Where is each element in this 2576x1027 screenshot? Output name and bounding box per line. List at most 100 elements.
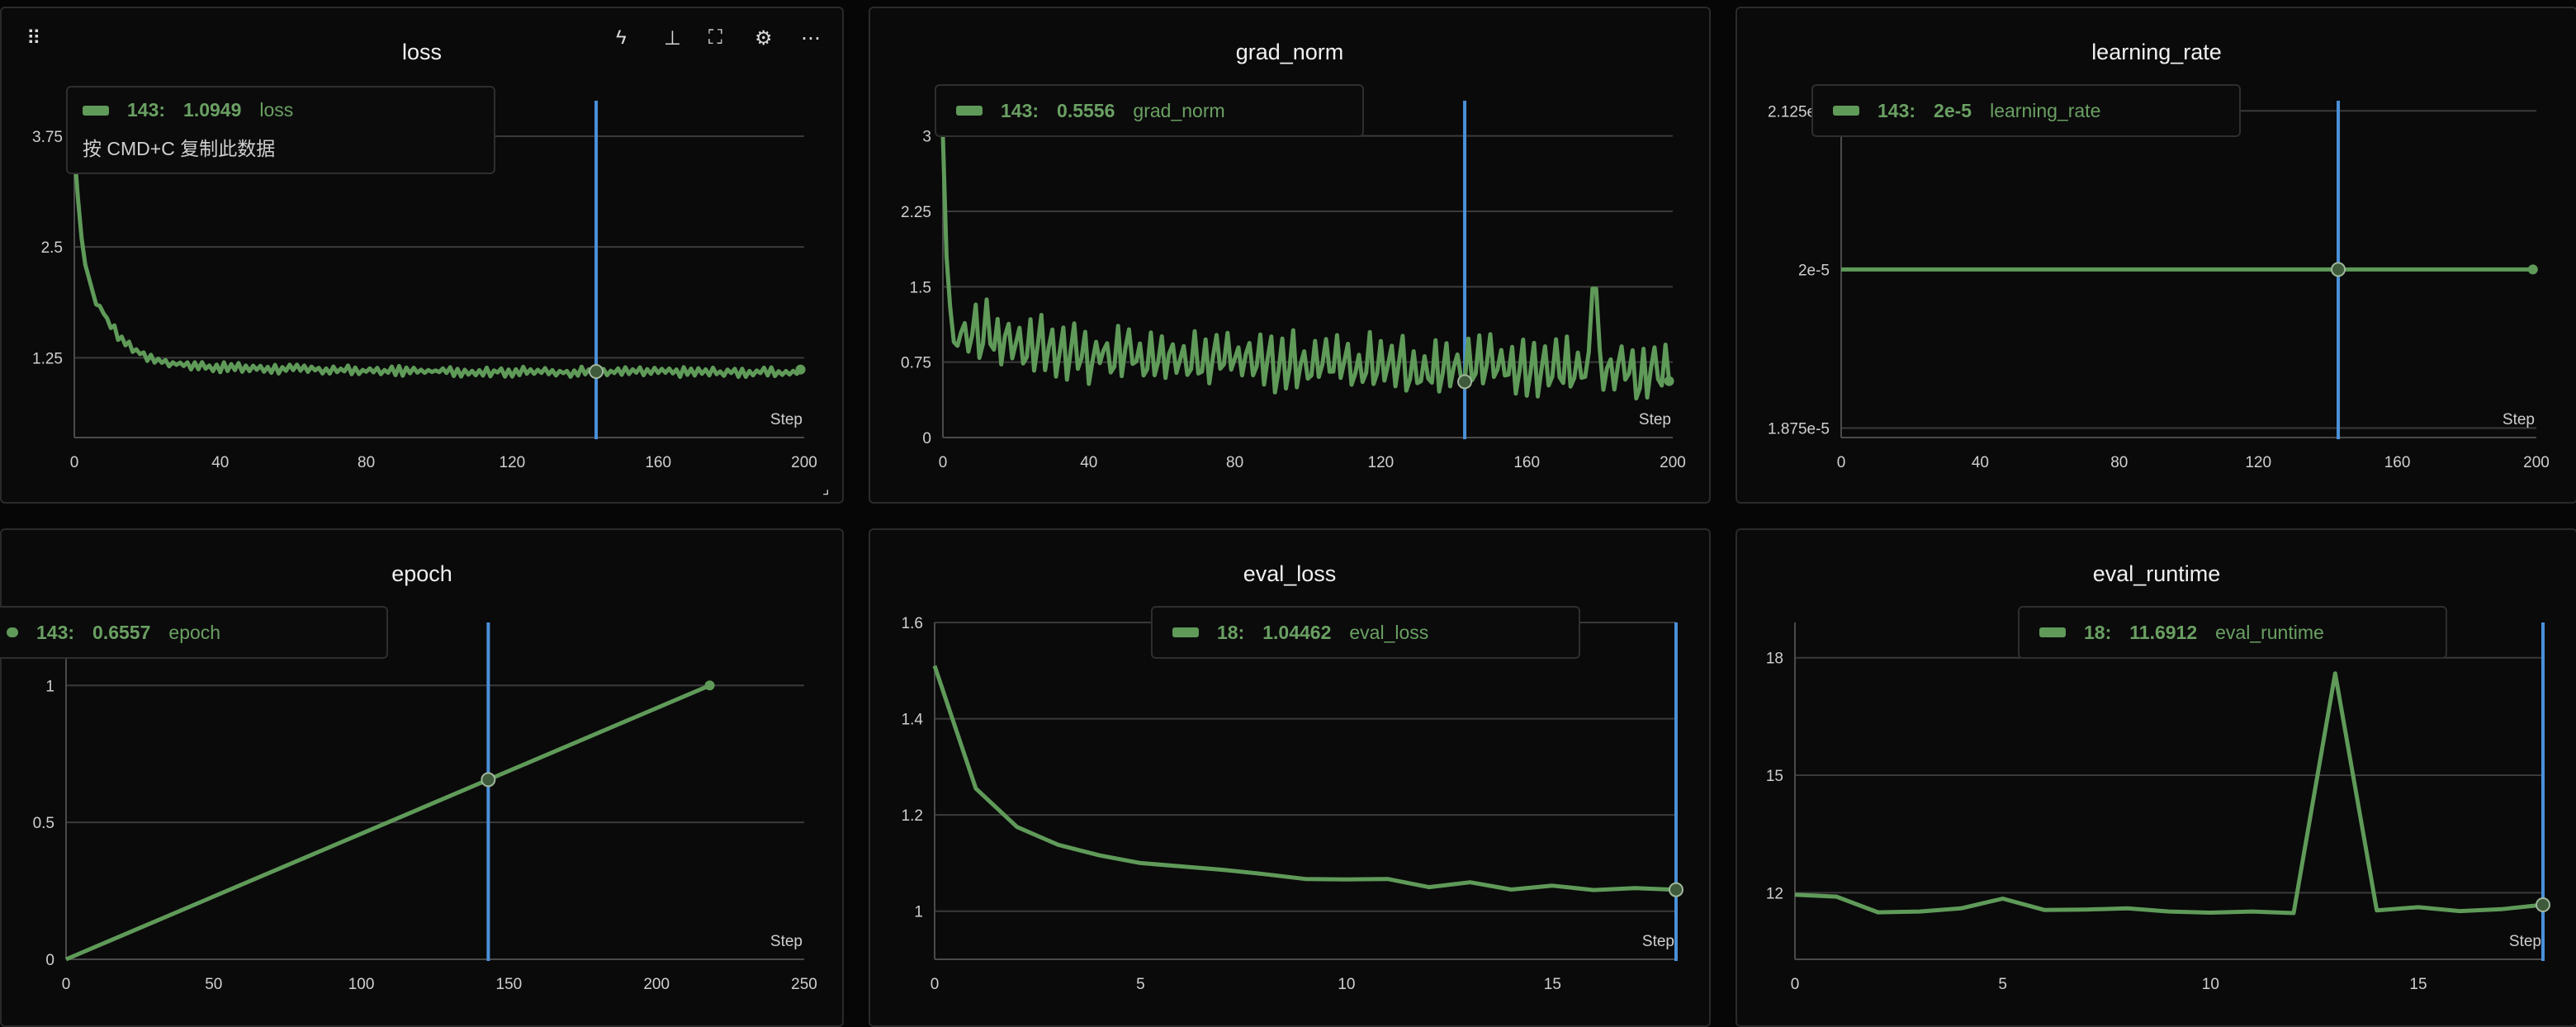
eval-runtime-chart[interactable]: eval_runtime 12 15 18 0 5 10 15 Step [1737, 530, 2576, 1025]
x-tick-label: 5 [1998, 976, 2007, 993]
x-tick-label: 0 [1791, 976, 1800, 993]
y-tick-label: 3.75 [32, 129, 63, 146]
x-tick-label: 200 [791, 454, 817, 471]
series-swatch [1172, 627, 1199, 637]
legend-series-name: grad_norm [1133, 99, 1225, 121]
chart-panel-epoch[interactable]: epoch 0 0.5 1 0 50 100 150 200 250 Step 143: 0.655… [0, 528, 844, 1027]
y-tick-label: 1.6 [902, 615, 923, 632]
series-end-marker [704, 680, 715, 691]
epoch-legend-tooltip: 143: 0.6557 epoch [0, 606, 388, 659]
hover-point-marker [481, 772, 496, 788]
lightning-icon[interactable]: ϟ [616, 26, 627, 49]
legend-value: 1.0949 [183, 99, 242, 121]
resize-handle-icon[interactable]: ⌟ [822, 480, 830, 497]
series-line-eval_runtime [1794, 671, 2544, 916]
y-tick-label: 2.25 [901, 204, 931, 221]
x-axis-label: Step [1639, 411, 1671, 428]
x-tick-label: 120 [500, 454, 526, 471]
chart-panel-learning-rate[interactable]: learning_rate 1.875e-5 2e-5 2.125e-5 0 40 80 12… [1735, 7, 2576, 504]
x-tick-label: 120 [1368, 454, 1395, 471]
hover-point-marker [2331, 262, 2346, 277]
series-swatch [956, 106, 983, 116]
y-tick-label: 15 [1766, 768, 1783, 785]
y-tick-label: 1.5 [910, 279, 931, 296]
eval-runtime-legend-tooltip: 18: 11.6912 eval_runtime [2018, 606, 2447, 659]
more-icon[interactable]: ⋯ [801, 27, 821, 50]
chart-panel-eval-loss[interactable]: eval_loss 1 1.2 1.4 1.6 0 5 10 15 Step 18: 1.0446… [869, 528, 1711, 1027]
chart-panel-eval-runtime[interactable]: eval_runtime 12 15 18 0 5 10 15 Step 18: 11.6912… [1735, 528, 2576, 1027]
series-line-loss [72, 151, 803, 379]
y-tick-label: 0.5 [33, 815, 54, 832]
series-swatch [7, 627, 18, 637]
chart-title: eval_loss [1243, 561, 1337, 586]
hover-point-marker [1457, 374, 1473, 390]
series-end-marker [1664, 376, 1674, 386]
y-tick-label: 1 [45, 678, 54, 695]
learning-rate-legend-tooltip: 143: 2e-5 learning_rate [1811, 84, 2241, 137]
x-tick-label: 0 [939, 454, 948, 471]
series-swatch [1833, 106, 1859, 116]
series-swatch [2039, 627, 2066, 637]
loss-legend-tooltip: 143: 1.0949 loss 按 CMD+C 复制此数据 [66, 86, 495, 174]
legend-series-name: eval_runtime [2215, 621, 2324, 643]
y-tick-label: 2.5 [41, 239, 63, 257]
x-tick-label: 150 [496, 976, 523, 993]
x-tick-label: 250 [791, 976, 817, 993]
x-tick-label: 200 [2523, 454, 2550, 471]
legend-value: 1.04462 [1262, 621, 1332, 643]
legend-series-name: epoch [168, 621, 221, 643]
legend-value: 2e-5 [1934, 99, 1972, 121]
eval-loss-chart[interactable]: eval_loss 1 1.2 1.4 1.6 0 5 10 15 Step [870, 530, 1709, 1025]
x-tick-label: 160 [645, 454, 671, 471]
chart-panel-grad-norm[interactable]: grad_norm 0 0.75 1.5 2.25 3 0 40 80 120 160 200 Step… [869, 7, 1711, 504]
loss-chart[interactable]: loss 1.25 2.5 3.75 0 40 80 120 160 200 Step [2, 8, 842, 502]
legend-value: 0.5556 [1057, 99, 1115, 121]
legend-value: 11.6912 [2129, 621, 2198, 643]
x-tick-label: 15 [2409, 976, 2427, 993]
drag-handle-icon[interactable]: ⠿ [26, 27, 41, 50]
chart-title: epoch [391, 561, 452, 586]
y-tick-label: 1.4 [902, 712, 924, 729]
x-tick-label: 10 [1338, 976, 1355, 993]
x-axis-label: Step [1642, 933, 1674, 950]
legend-step: 18: [1217, 621, 1245, 643]
x-tick-label: 120 [2245, 454, 2271, 471]
hover-point-marker [589, 364, 604, 380]
y-tick-label: 0 [922, 430, 931, 447]
x-tick-label: 160 [1513, 454, 1540, 471]
x-tick-label: 80 [1226, 454, 1243, 471]
copy-hint: 按 CMD+C 复制此数据 [83, 138, 276, 159]
chart-title: eval_runtime [2093, 561, 2221, 586]
x-tick-label: 10 [2202, 976, 2219, 993]
y-tick-label: 1.25 [32, 350, 63, 367]
hover-point-marker [2536, 897, 2550, 912]
x-tick-label: 100 [348, 976, 375, 993]
x-tick-label: 0 [930, 976, 940, 993]
epoch-chart[interactable]: epoch 0 0.5 1 0 50 100 150 200 250 Step [2, 530, 842, 1025]
legend-step: 18: [2084, 621, 2112, 643]
y-tick-label: 18 [1766, 651, 1783, 668]
x-tick-label: 200 [1660, 454, 1686, 471]
eval-loss-legend-tooltip: 18: 1.04462 eval_loss [1151, 606, 1580, 659]
chart-panel-loss[interactable]: loss 1.25 2.5 3.75 0 40 80 120 160 200 Step ⠿ ϟ ⊥ … [0, 7, 844, 504]
x-tick-label: 5 [1136, 976, 1145, 993]
x-tick-label: 40 [211, 454, 229, 471]
legend-step: 143: [36, 621, 75, 643]
fullscreen-icon[interactable]: ⛶ [708, 26, 722, 49]
x-tick-label: 40 [1972, 454, 1989, 471]
y-tick-label: 2e-5 [1798, 262, 1830, 279]
x-tick-label: 80 [2110, 454, 2128, 471]
y-tick-label: 12 [1766, 885, 1783, 902]
series-line-eval_loss [932, 665, 1677, 892]
y-tick-label: 1 [914, 904, 923, 921]
pin-icon[interactable]: ⊥ [664, 27, 681, 50]
x-tick-label: 15 [1544, 976, 1561, 993]
x-tick-label: 0 [70, 454, 79, 471]
grad-norm-chart[interactable]: grad_norm 0 0.75 1.5 2.25 3 0 40 80 120 160 200 Step [870, 8, 1709, 502]
y-tick-label: 1.875e-5 [1768, 420, 1830, 438]
y-tick-label: 3 [922, 129, 931, 146]
legend-step: 143: [1878, 99, 1916, 121]
gear-icon[interactable]: ⚙ [755, 27, 773, 50]
x-tick-label: 40 [1080, 454, 1097, 471]
